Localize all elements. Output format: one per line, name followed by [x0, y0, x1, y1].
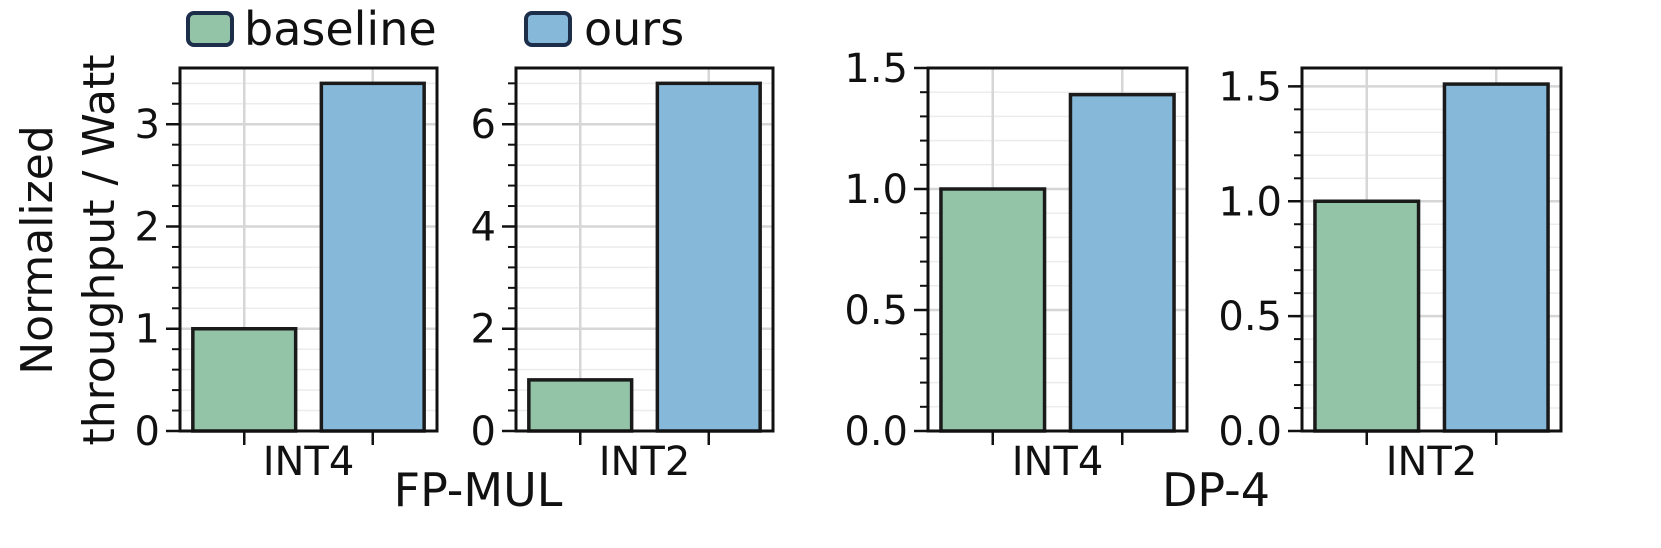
y-tick-label: 3: [135, 102, 160, 148]
y-tick-label: 2: [135, 204, 160, 250]
bar-baseline: [939, 187, 1047, 433]
y-tick-label: 1.0: [844, 167, 908, 213]
y-tick-label: 1.5: [1218, 64, 1282, 110]
x-tick-label: INT2: [1386, 439, 1478, 485]
bar-ours: [319, 81, 426, 433]
bar-ours: [1442, 82, 1550, 433]
plot-frame: [1300, 66, 1563, 433]
plot-frame: [514, 66, 775, 433]
group-title-fp-mul: FP-MUL: [394, 463, 563, 517]
y-tick-label: 1: [135, 307, 160, 353]
x-tick-label: INT4: [1012, 439, 1104, 485]
y-tick-label: 6: [471, 102, 496, 148]
y-tick-label: 0.5: [1218, 294, 1282, 340]
legend: baseline ours: [186, 2, 684, 56]
x-tick-label: INT2: [599, 439, 691, 485]
y-tick-label: 1.5: [844, 46, 908, 92]
panel-4: 0.0 0.5 1.0 1.5 INT2: [1218, 64, 1563, 485]
panel-2: 0 2 4 6 INT2: [471, 66, 775, 485]
legend-label-baseline: baseline: [244, 2, 437, 56]
y-tick-label: 0: [471, 409, 496, 455]
y-tick-label: 0: [135, 409, 160, 455]
bar-ours: [1068, 92, 1176, 433]
y-axis-label: Normalized throughput / Watt: [12, 55, 125, 446]
y-tick-label: 0.0: [844, 409, 908, 455]
bar-ours: [655, 81, 762, 433]
legend-label-ours: ours: [584, 2, 684, 56]
y-tick-label: 0.0: [1218, 409, 1282, 455]
y-axis-label-line2: throughput / Watt: [74, 55, 125, 446]
panel-1: 0 1 2 3 INT4: [135, 66, 439, 485]
bar-baseline: [1313, 199, 1421, 433]
bar-baseline: [191, 326, 298, 433]
y-tick-label: 0.5: [844, 288, 908, 334]
y-axis-label-line1: Normalized: [12, 125, 63, 375]
legend-swatch-baseline: [186, 11, 234, 47]
bar-baseline: [527, 378, 634, 433]
x-tick-label: INT4: [263, 439, 355, 485]
legend-swatch-ours: [524, 11, 572, 47]
panel-3: 0.0 0.5 1.0 1.5 INT4: [844, 46, 1189, 485]
plot-frame: [178, 66, 439, 433]
group-title-dp-4: DP-4: [1162, 463, 1270, 517]
y-tick-label: 1.0: [1218, 179, 1282, 225]
y-tick-label: 4: [471, 204, 496, 250]
y-tick-label: 2: [471, 307, 496, 353]
plot-frame: [926, 66, 1189, 433]
chart-panels: 0 1 2 3 INT4 0 2 4 6 INT2 0.0 0.5 1.0 1.5 INT4 0.0 0.5 1.…: [135, 46, 1563, 485]
